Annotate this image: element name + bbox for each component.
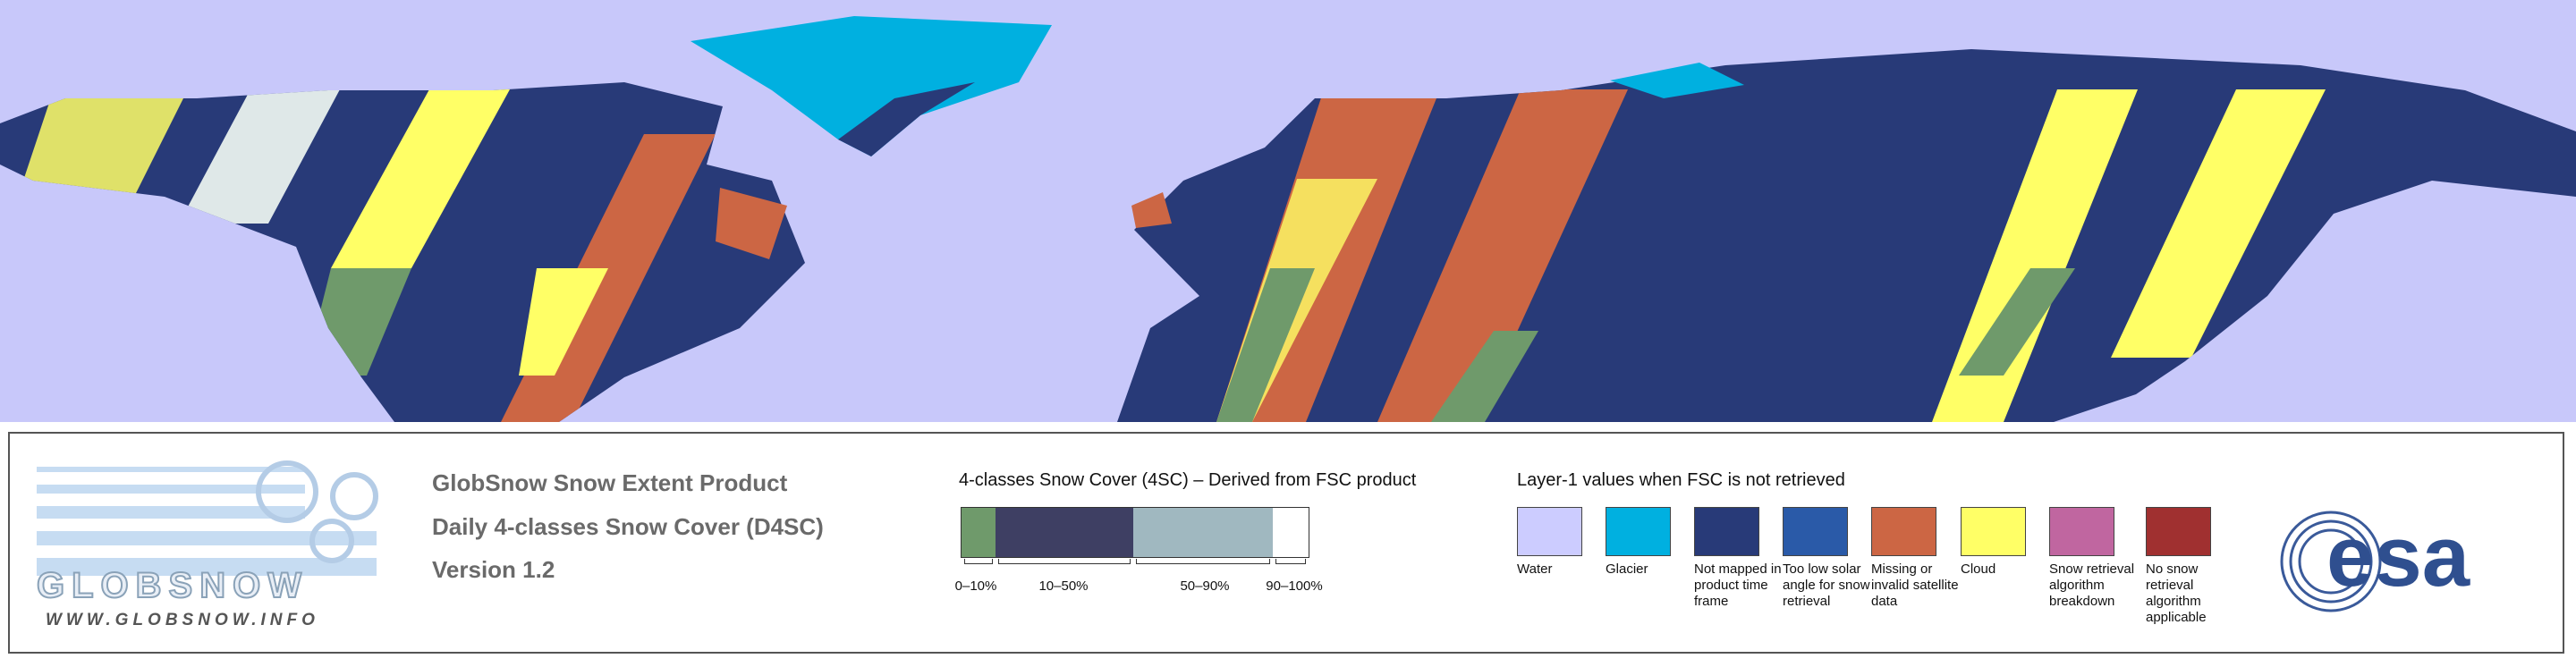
greenland bbox=[691, 16, 1052, 156]
layer1-label: Snow retrieval algorithm breakdown bbox=[2049, 561, 2135, 609]
layer1-swatch bbox=[1694, 507, 1759, 556]
snow-map bbox=[0, 0, 2576, 422]
legend-panel: GLOBSNOW WWW.GLOBSNOW.INFO GlobSnow Snow… bbox=[8, 432, 2564, 654]
layer1-title: Layer-1 values when FSC is not retrieved bbox=[1517, 470, 1845, 490]
snow-class-swatch bbox=[962, 508, 996, 557]
bracket bbox=[964, 559, 993, 564]
snow-class-swatch bbox=[1273, 508, 1309, 557]
layer1-label: Water bbox=[1517, 561, 1553, 577]
layer1-swatch bbox=[2049, 507, 2114, 556]
bracket bbox=[1275, 559, 1306, 564]
layer1-label: Cloud bbox=[1961, 561, 1996, 577]
layer1-swatch bbox=[1783, 507, 1848, 556]
layer1-label: Not mapped in product time frame bbox=[1694, 561, 1782, 609]
layer1-label: Too low solar angle for snow retrieval bbox=[1783, 561, 1870, 609]
uk-island bbox=[1131, 192, 1172, 228]
layer1-swatch bbox=[1961, 507, 2026, 556]
snow-class-swatch bbox=[1133, 508, 1273, 557]
nf-island bbox=[716, 188, 787, 259]
logo-graphic bbox=[37, 460, 378, 576]
esa-logo: esa bbox=[2280, 509, 2470, 612]
product-title: GlobSnow Snow Extent Product bbox=[432, 469, 788, 496]
snow-class-bar bbox=[961, 507, 1309, 558]
bracket bbox=[998, 559, 1131, 564]
esa-wordmark: esa bbox=[2326, 509, 2470, 604]
layer1-label: No snow retrieval algorithm applicable bbox=[2146, 561, 2207, 625]
layer1-label: Glacier bbox=[1606, 561, 1648, 577]
snow-class-swatch bbox=[996, 508, 1133, 557]
snow-class-label: 90–100% bbox=[1266, 578, 1323, 594]
bracket bbox=[1136, 559, 1270, 564]
arctic-ice bbox=[1610, 63, 1744, 98]
logo-wordmark: GLOBSNOW bbox=[36, 565, 309, 606]
layer1-swatch bbox=[1517, 507, 1582, 556]
logo-url: WWW.GLOBSNOW.INFO bbox=[46, 611, 319, 629]
layer1-swatch bbox=[1871, 507, 1936, 556]
snow-class-title: 4-classes Snow Cover (4SC) – Derived fro… bbox=[959, 470, 1417, 490]
snow-class-label: 10–50% bbox=[1038, 578, 1089, 594]
product-subtitle: Daily 4-classes Snow Cover (D4SC) bbox=[432, 513, 824, 540]
layer1-swatch bbox=[1606, 507, 1671, 556]
snow-class-label: 0–10% bbox=[954, 578, 997, 594]
product-version: Version 1.2 bbox=[432, 556, 555, 583]
layer1-label: Missing or invalid satellite data bbox=[1871, 561, 1959, 609]
layer1-swatch bbox=[2146, 507, 2211, 556]
greenland-edge bbox=[838, 82, 975, 156]
snow-class-label: 50–90% bbox=[1180, 578, 1230, 594]
